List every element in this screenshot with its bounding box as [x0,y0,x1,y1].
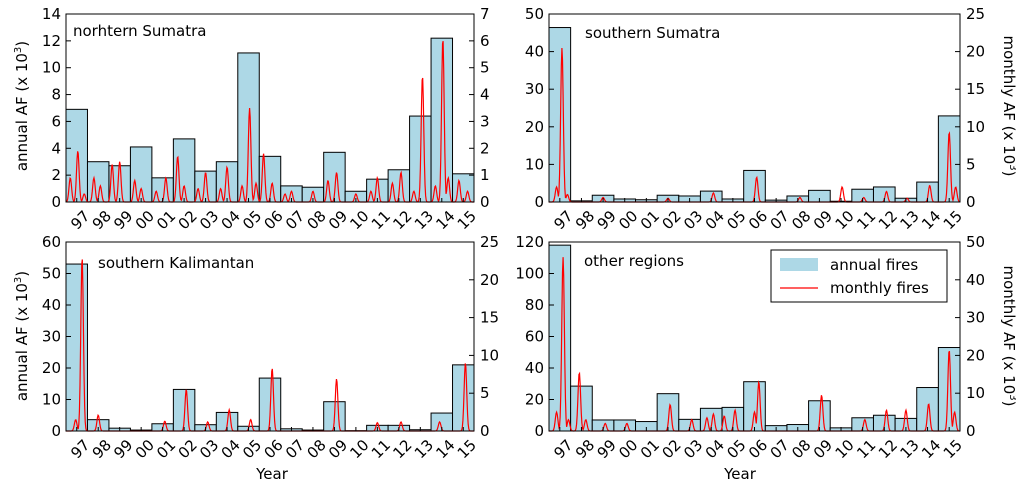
left-tick-label: 20 [525,391,544,409]
right-tick-label: 15 [966,80,985,98]
legend-swatch-annual [780,258,818,271]
right-tick-label: 0 [966,422,976,440]
left-tick-label: 50 [42,265,61,283]
panel-southern-sumatra: 0 10 20 30 40 50 0 5 10 15 20 25 97989900010203040… [525,5,985,233]
right-tick-label: 50 [966,233,985,251]
left-tick-label: 80 [525,296,544,314]
left-tick-label: 10 [42,59,61,77]
left-tick-label: 10 [42,391,61,409]
annual-bar-15 [937,347,961,432]
right-tick-label: 5 [966,155,976,173]
y-axis-label-left-top: annual AF (x 103) [13,41,31,171]
left-tick-label: 14 [42,5,61,23]
right-tick-label: 20 [966,43,985,61]
panel-title: other regions [584,252,684,270]
legend-label-monthly: monthly fires [830,279,929,297]
panel-title: southern Sumatra [585,24,720,42]
legend: annual fires monthly fires [770,249,948,303]
left-y-ticks: 0 2 4 6 8 10 12 14 [42,5,71,211]
monthly-fires-line [66,259,474,432]
left-tick-label: 40 [525,359,544,377]
x-axis-label-right: Year [723,465,757,483]
left-tick-label: 60 [525,328,544,346]
right-tick-label: 10 [966,384,985,402]
left-tick-label: 20 [525,118,544,136]
right-tick-label: 20 [480,271,499,289]
left-tick-label: 0 [51,193,61,211]
right-tick-label: 3 [480,112,490,130]
x-tick-label-15: 15 [454,207,480,233]
right-y-ticks: 0 1 2 3 4 5 6 7 [469,5,490,211]
right-tick-label: 10 [480,346,499,364]
annual-bar-00 [129,146,153,203]
right-y-ticks: 0 10 20 30 40 50 [955,233,985,440]
left-tick-label: 10 [525,155,544,173]
left-tick-label: 60 [42,233,61,251]
right-tick-label: 20 [966,346,985,364]
right-tick-label: 6 [480,32,490,50]
left-y-ticks: 0 20 40 60 80 100 120 [515,233,554,440]
y-axis-label-right-top: monthly AF (x 103) [1000,36,1016,177]
right-tick-label: 1 [480,166,490,184]
right-y-ticks: 0 5 10 15 20 25 [955,5,985,211]
left-tick-label: 12 [42,32,61,50]
annual-bars [548,27,961,203]
annual-bar-06 [743,381,766,432]
right-tick-label: 15 [480,309,499,327]
left-tick-label: 30 [525,80,544,98]
right-tick-label: 5 [480,384,490,402]
panel-title: southern Kalimantan [98,254,254,272]
left-tick-label: 8 [51,86,61,104]
left-tick-label: 20 [42,359,61,377]
x-axis-label-left: Year [255,465,289,483]
annual-bar-15 [452,173,475,203]
left-y-ticks: 0 10 20 30 40 50 60 [42,233,71,440]
right-y-ticks: 0 5 10 15 20 25 [469,233,499,440]
right-tick-label: 0 [480,422,490,440]
right-tick-label: 25 [480,233,499,251]
left-tick-label: 0 [51,422,61,440]
left-tick-label: 40 [42,296,61,314]
right-tick-label: 7 [480,5,490,23]
y-axis-label-right-bottom: monthly AF (x 103) [1000,266,1016,407]
left-tick-label: 30 [42,328,61,346]
right-tick-label: 30 [966,309,985,327]
right-tick-label: 0 [966,193,976,211]
x-tick-label-15: 15 [454,436,480,462]
x-tick-label-15: 15 [940,207,966,233]
annual-bar-99 [108,165,131,203]
right-tick-label: 10 [966,118,985,136]
x-tick-label-15: 15 [940,436,966,462]
left-tick-label: 6 [51,112,61,130]
annual-bars [65,37,475,203]
left-tick-label: 120 [515,233,544,251]
right-tick-label: 4 [480,86,490,104]
y-axis-label-left-bottom: annual AF (x 103) [13,271,31,401]
right-tick-label: 0 [480,193,490,211]
left-tick-label: 0 [534,422,544,440]
right-tick-label: 5 [480,59,490,77]
left-tick-label: 40 [525,43,544,61]
left-tick-label: 2 [51,166,61,184]
panel-title: norhtern Sumatra [73,22,206,40]
right-tick-label: 25 [966,5,985,23]
left-tick-label: 0 [534,193,544,211]
left-tick-label: 50 [525,5,544,23]
right-tick-label: 2 [480,139,490,157]
panel-southern-kalimantan: 0 10 20 30 40 50 60 0 5 10 15 20 25 979899000102030… [42,233,499,462]
legend-label-annual: annual fires [830,256,918,274]
right-tick-label: 40 [966,271,985,289]
left-tick-label: 4 [51,139,61,157]
left-tick-label: 100 [515,265,544,283]
monthly-line-group [66,259,474,432]
left-y-ticks: 0 10 20 30 40 50 [525,5,554,211]
